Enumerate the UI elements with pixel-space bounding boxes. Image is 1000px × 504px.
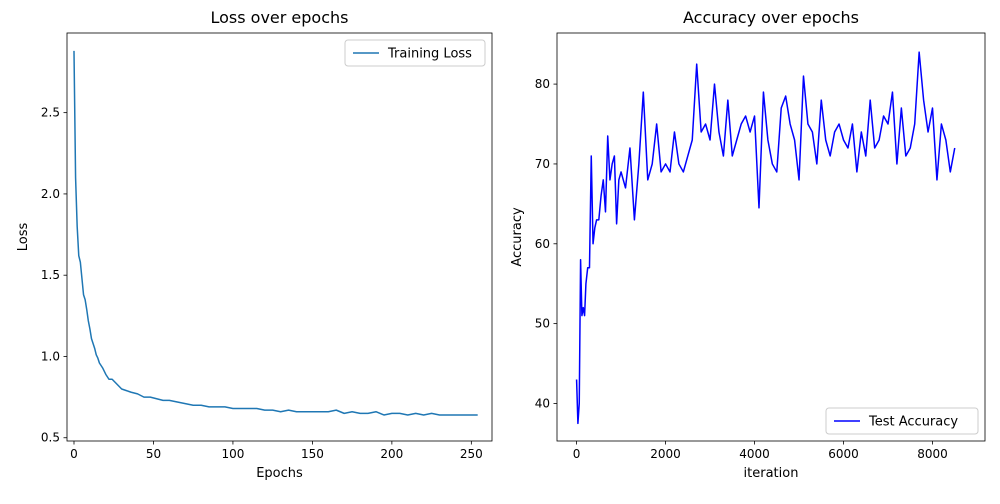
legend-box — [344, 39, 486, 67]
y-tick-label: 70 — [535, 157, 550, 171]
x-tick-label: 0 — [70, 447, 78, 461]
y-tick-label: 50 — [535, 317, 550, 331]
x-tick-label: 250 — [460, 447, 483, 461]
subplot-1: 0 50 100 150 200 250 0.5 1.0 1.5 2.0 2.5 Loss over … — [16, 8, 493, 481]
legend-box — [825, 407, 979, 435]
y-tick-label: 1.5 — [41, 268, 60, 282]
legend: Training Loss — [344, 39, 486, 67]
x-tick-label: 0 — [573, 447, 581, 461]
x-tick-label: 2000 — [650, 447, 681, 461]
x-axis-label: iteration — [744, 466, 799, 481]
y-tick-label: 2.0 — [41, 187, 60, 201]
y-tick-label: 80 — [535, 77, 550, 91]
axes-frame — [66, 32, 493, 442]
x-axis-label: Epochs — [256, 466, 303, 481]
chart-title: Accuracy over epochs — [683, 8, 859, 27]
series-line-1 — [73, 50, 478, 416]
axes-frame — [556, 32, 986, 442]
y-tick-label: 0.5 — [41, 431, 60, 445]
series-line-1 — [575, 51, 956, 425]
x-tick-label: 200 — [380, 447, 403, 461]
y-axis-label: Accuracy — [510, 207, 525, 267]
x-tick-label: 100 — [221, 447, 244, 461]
legend-label: Test Accuracy — [868, 415, 958, 430]
chart-title: Loss over epochs — [210, 8, 348, 27]
x-tick-label: 8000 — [917, 447, 948, 461]
x-tick-label: 50 — [146, 447, 161, 461]
y-tick-label: 40 — [535, 396, 550, 410]
y-tick-label: 2.5 — [41, 106, 60, 120]
y-axis-label: Loss — [16, 223, 31, 252]
subplot-2: 0 2000 4000 6000 8000 40 50 60 70 80 Accuracy over… — [510, 8, 986, 481]
x-tick-label: 150 — [301, 447, 324, 461]
legend: Test Accuracy — [825, 407, 979, 435]
y-tick-label: 1.0 — [41, 349, 60, 363]
legend-label: Training Loss — [387, 47, 472, 62]
x-tick-label: 4000 — [739, 447, 770, 461]
y-tick-label: 60 — [535, 237, 550, 251]
x-tick-label: 6000 — [828, 447, 859, 461]
